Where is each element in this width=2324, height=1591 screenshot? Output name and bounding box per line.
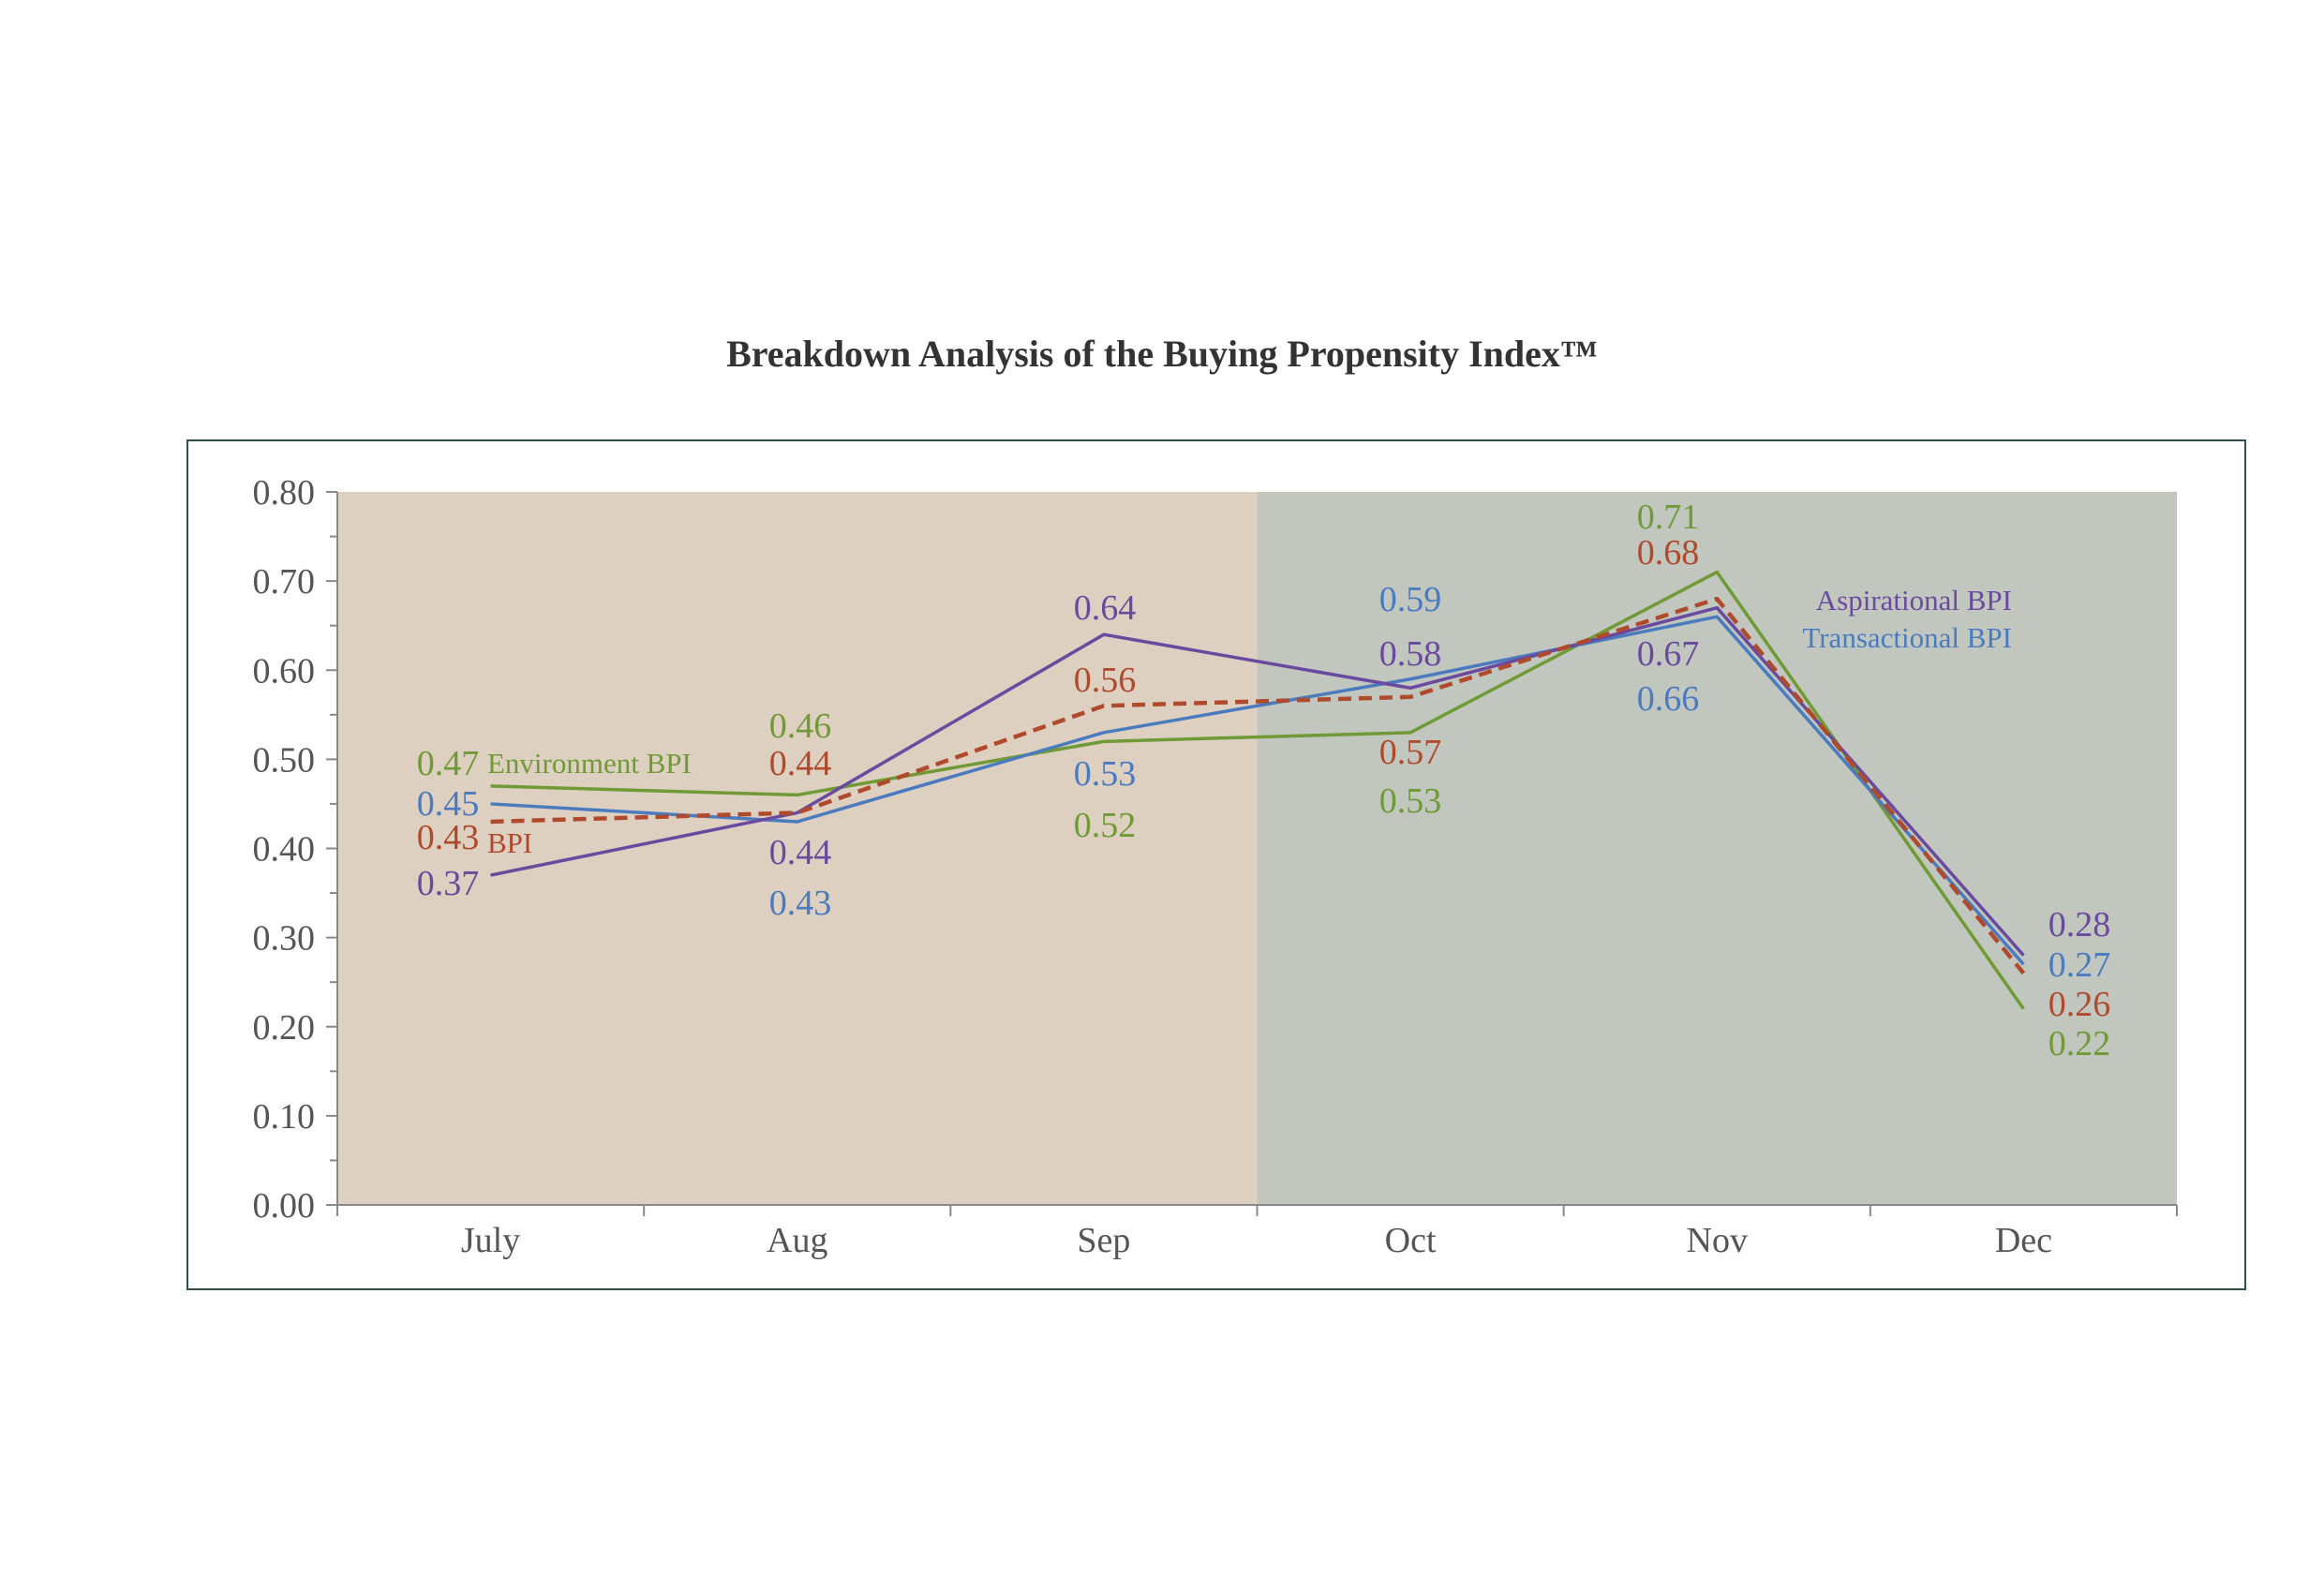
data-label-trans: 0.53 <box>1074 754 1137 794</box>
data-label-env: 0.46 <box>769 706 832 746</box>
data-label-env: 0.22 <box>2048 1024 2111 1063</box>
x-tick-label-dec: Dec <box>1995 1221 2052 1260</box>
data-label-trans: 0.59 <box>1379 580 1442 619</box>
shaded-region-2 <box>1257 492 2177 1205</box>
data-label-bpi: 0.57 <box>1379 733 1442 772</box>
y-tick-label: 0.60 <box>253 651 316 691</box>
x-tick-label-aug: Aug <box>767 1221 827 1260</box>
data-label-asp: 0.37 <box>417 864 480 903</box>
data-label-trans: 0.45 <box>417 784 480 824</box>
y-tick-label: 0.00 <box>253 1186 316 1226</box>
series-name-bpi: BPI <box>487 826 532 859</box>
x-tick-label-nov: Nov <box>1687 1221 1748 1260</box>
y-tick-label: 0.80 <box>253 473 316 513</box>
y-tick-label: 0.50 <box>253 740 316 780</box>
y-tick-label: 0.70 <box>253 562 316 602</box>
data-label-bpi: 0.68 <box>1637 533 1700 572</box>
data-label-bpi: 0.44 <box>769 744 832 783</box>
series-line-env <box>490 570 2025 1010</box>
data-label-env: 0.47 <box>417 744 480 783</box>
chart-title: Breakdown Analysis of the Buying Propens… <box>726 333 1598 375</box>
series-name-env: Environment BPI <box>487 747 692 780</box>
y-tick-label: 0.30 <box>253 919 316 959</box>
data-label-asp: 0.64 <box>1074 588 1137 628</box>
data-label-asp: 0.58 <box>1379 634 1442 674</box>
series-line-asp <box>490 605 2025 957</box>
y-tick-label: 0.20 <box>253 1008 316 1048</box>
data-label-asp: 0.44 <box>769 833 832 872</box>
data-label-trans: 0.27 <box>2048 945 2111 985</box>
x-tick-label-sep: Sep <box>1077 1221 1130 1260</box>
data-label-env: 0.71 <box>1637 498 1700 537</box>
series-line-bpi <box>490 596 2026 975</box>
y-tick-label: 0.10 <box>253 1097 316 1137</box>
x-tick-label-oct: Oct <box>1385 1221 1437 1260</box>
data-label-bpi: 0.43 <box>417 818 480 857</box>
series-name-asp: Aspirational BPI <box>1816 584 2012 617</box>
y-tick-label: 0.40 <box>253 830 316 870</box>
data-label-trans: 0.66 <box>1637 679 1700 719</box>
x-tick-label-july: July <box>461 1221 520 1260</box>
data-label-bpi: 0.56 <box>1074 661 1137 700</box>
shaded-region-1 <box>337 492 1258 1205</box>
data-label-trans: 0.43 <box>769 884 832 923</box>
data-label-asp: 0.28 <box>2048 905 2111 944</box>
data-label-env: 0.53 <box>1379 781 1442 821</box>
data-label-env: 0.52 <box>1074 806 1137 845</box>
series-name-trans: Transactional BPI <box>1802 621 2012 654</box>
data-label-bpi: 0.26 <box>2048 985 2111 1024</box>
series-line-trans <box>490 615 2025 966</box>
data-label-asp: 0.67 <box>1637 634 1700 674</box>
